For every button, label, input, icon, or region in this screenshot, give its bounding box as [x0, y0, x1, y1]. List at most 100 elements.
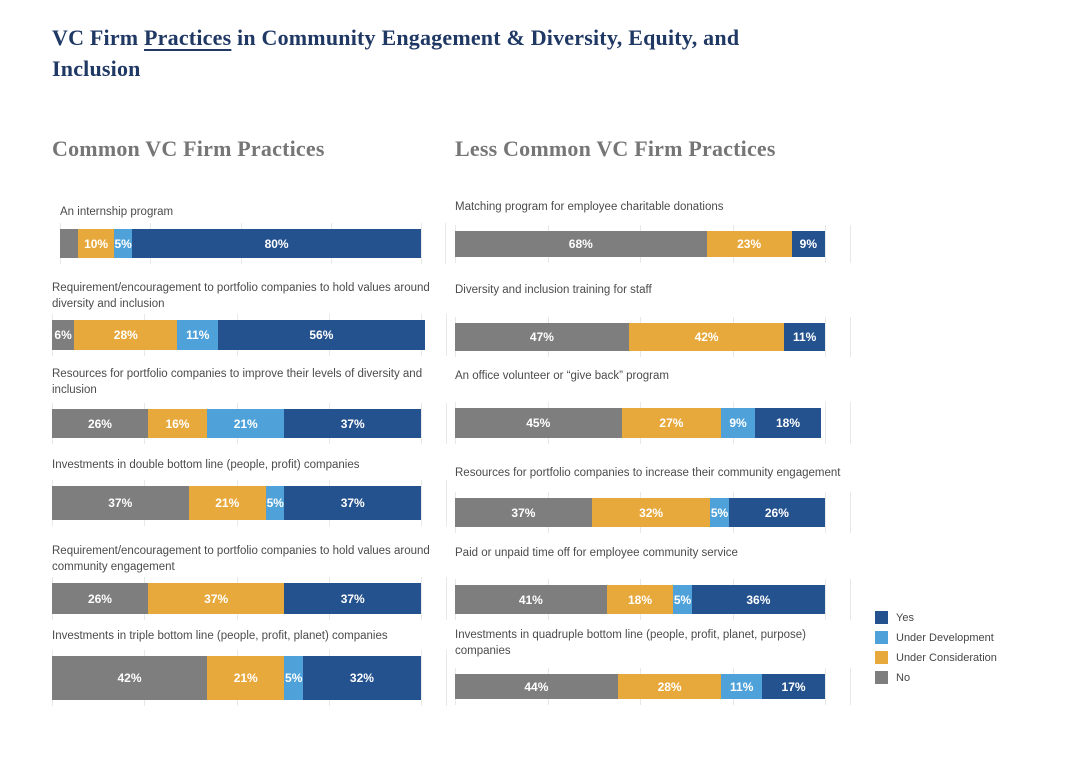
- bar-pane: 37% 21% 5% 37%: [52, 480, 447, 526]
- bar-segment-yes[interactable]: 18%: [754, 408, 822, 438]
- bar-pane: 26% 37% 37%: [52, 577, 447, 620]
- bar-segment-under-consideration[interactable]: 21%: [206, 656, 285, 700]
- bar-segment-yes[interactable]: 37%: [284, 583, 421, 614]
- bar-pane: 68% 23% 9%: [455, 225, 851, 263]
- bar-segment-no[interactable]: 26%: [52, 409, 148, 438]
- bar-category-label: Matching program for employee charitable…: [455, 201, 724, 213]
- bar-category-label: Resources for portfolio companies to imp…: [52, 368, 423, 396]
- stacked-bar: 26% 37% 37%: [52, 583, 421, 614]
- bar-segment-value-label: 11%: [730, 679, 754, 694]
- bar-pane: 44% 28% 11% 17%: [455, 668, 851, 705]
- bar-segment-yes[interactable]: 80%: [132, 229, 421, 258]
- bar-segment-under-development[interactable]: 5%: [673, 585, 692, 614]
- legend-item-no[interactable]: No: [875, 671, 910, 684]
- bar-segment-under-consideration[interactable]: 28%: [617, 674, 722, 699]
- pane-right-edge-line: [445, 577, 447, 620]
- stacked-bar: 6% 28% 11% 56%: [52, 320, 425, 350]
- stacked-bar: 37% 21% 5% 37%: [52, 486, 421, 520]
- bar-segment-under-consideration[interactable]: 27%: [621, 408, 722, 438]
- bar-segment-no[interactable]: 37%: [455, 498, 592, 527]
- bar-segment-value-label: 5%: [266, 496, 284, 510]
- bar-segment-under-development[interactable]: 9%: [721, 408, 755, 438]
- bar-segment-value-label: 28%: [657, 679, 682, 694]
- bar-segment-value-label: 9%: [799, 237, 817, 251]
- bar-segment-yes[interactable]: 32%: [302, 656, 421, 700]
- bar-segment-value-label: 26%: [764, 505, 789, 520]
- panel-header-common-practices: Common VC Firm Practices: [52, 136, 325, 161]
- pane-right-edge-line: [849, 492, 851, 533]
- bar-segment-no[interactable]: 41%: [455, 585, 607, 614]
- bar-segment-yes[interactable]: 37%: [284, 409, 421, 438]
- bar-segment-under-development[interactable]: 11%: [721, 674, 763, 699]
- bar-segment-under-development[interactable]: 5%: [710, 498, 729, 527]
- bar-segment-no[interactable]: 37%: [52, 486, 189, 520]
- legend-label: Yes: [896, 611, 914, 624]
- bar-segment-yes[interactable]: 56%: [218, 320, 425, 350]
- bar-pane: 45% 27% 9% 18%: [455, 402, 851, 444]
- bar-segment-yes[interactable]: 26%: [728, 498, 825, 527]
- panel-header-less-common-practices: Less Common VC Firm Practices: [455, 136, 776, 161]
- bar-segment-no[interactable]: 47%: [455, 323, 629, 351]
- bar-segment-yes[interactable]: 11%: [784, 323, 825, 351]
- legend-swatch: [875, 611, 888, 624]
- gridline: [825, 317, 826, 357]
- pane-right-edge-line: [445, 403, 447, 444]
- bar-segment-under-consideration[interactable]: 10%: [78, 229, 115, 258]
- bar-segment-no[interactable]: 68%: [455, 231, 707, 257]
- pane-right-edge-line: [849, 225, 851, 263]
- bar-segment-value-label: 45%: [526, 416, 551, 430]
- bar-segment-yes[interactable]: 17%: [762, 674, 825, 699]
- bar-segment-under-consideration[interactable]: 16%: [147, 409, 207, 438]
- stacked-bar: 45% 27% 9% 18%: [455, 408, 825, 438]
- bar-segment-value-label: 5%: [673, 592, 692, 607]
- bar-segment-under-development[interactable]: 11%: [177, 320, 219, 350]
- bar-segment-value-label: 37%: [340, 416, 365, 431]
- bar-pane: 10% 5% 80%: [60, 223, 447, 264]
- bar-segment-yes[interactable]: 36%: [691, 585, 825, 614]
- gridline: [421, 403, 422, 444]
- bar-segment-under-development[interactable]: 5%: [266, 486, 285, 520]
- bar-segment-under-development[interactable]: 21%: [206, 409, 285, 438]
- bar-segment-value-label: 21%: [215, 496, 240, 510]
- bar-segment-value-label: 26%: [87, 416, 112, 431]
- title-underlined-word: Practices: [144, 25, 232, 50]
- bar-segment-value-label: 42%: [694, 330, 719, 344]
- gridline: [825, 492, 826, 533]
- pane-right-edge-line: [849, 579, 851, 620]
- bar-segment-under-consideration[interactable]: 37%: [147, 583, 285, 614]
- bar-pane: 41% 18% 5% 36%: [455, 579, 851, 620]
- legend-item-under-development[interactable]: Under Development: [875, 631, 994, 644]
- bar-segment-no[interactable]: [60, 229, 79, 258]
- bar-segment-under-development[interactable]: 5%: [114, 229, 133, 258]
- legend-swatch: [875, 631, 888, 644]
- bar-segment-no[interactable]: 44%: [455, 674, 618, 699]
- bar-segment-no[interactable]: 42%: [52, 656, 207, 700]
- bar-segment-under-consideration[interactable]: 18%: [606, 585, 674, 614]
- bar-segment-under-consideration[interactable]: 23%: [706, 231, 792, 257]
- gridline: [421, 223, 422, 264]
- bar-segment-value-label: 18%: [775, 416, 800, 430]
- bar-segment-under-development[interactable]: 5%: [284, 656, 303, 700]
- bar-segment-no[interactable]: 6%: [52, 320, 75, 350]
- legend-item-yes[interactable]: Yes: [875, 611, 914, 624]
- legend-item-under-consideration[interactable]: Under Consideration: [875, 651, 997, 664]
- gridline: [421, 577, 422, 620]
- pane-right-edge-line: [445, 223, 447, 264]
- bar-segment-under-consideration[interactable]: 32%: [591, 498, 711, 527]
- bar-segment-value-label: 21%: [233, 671, 258, 685]
- title-text-continued: in Community Engagement & Diversity, Equ…: [52, 25, 740, 81]
- bar-category-label: An internship program: [60, 206, 174, 218]
- bar-segment-under-consideration[interactable]: 21%: [188, 486, 266, 520]
- bar-segment-no[interactable]: 26%: [52, 583, 148, 614]
- bar-segment-no[interactable]: 45%: [455, 408, 622, 438]
- gridline: [825, 402, 826, 444]
- bar-pane: 26% 16% 21% 37%: [52, 403, 447, 444]
- gridline: [421, 650, 422, 706]
- bar-segment-under-consideration[interactable]: 42%: [628, 323, 785, 351]
- bar-segment-value-label: 37%: [204, 591, 229, 606]
- bar-segment-yes[interactable]: 9%: [791, 231, 825, 257]
- pane-right-edge-line: [849, 402, 851, 444]
- bar-segment-yes[interactable]: 37%: [284, 486, 421, 520]
- bar-segment-under-consideration[interactable]: 28%: [74, 320, 178, 350]
- bar-category-label: Paid or unpaid time off for employee com…: [455, 547, 738, 559]
